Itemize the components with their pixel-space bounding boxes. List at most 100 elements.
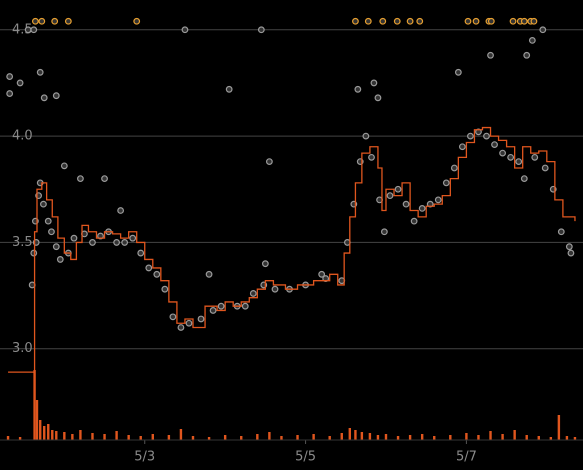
point [362, 132, 370, 140]
volume-bar [513, 430, 516, 440]
point [217, 302, 225, 310]
volume-bar [33, 370, 36, 440]
point [197, 315, 205, 323]
point [528, 37, 536, 44]
point [393, 17, 401, 25]
volume-bar [47, 424, 50, 440]
volume-bar [565, 436, 569, 440]
point [36, 68, 44, 76]
volume-bar [449, 435, 452, 440]
point [113, 239, 120, 246]
volume-bar [6, 436, 10, 440]
volume-bar [501, 434, 504, 440]
point [16, 79, 24, 87]
volume-bar [376, 435, 380, 440]
point [418, 204, 426, 212]
point [374, 94, 382, 102]
point [322, 275, 330, 282]
point [185, 319, 193, 327]
volume-bar [396, 436, 400, 440]
x-tick-label: 5/3 [134, 450, 155, 465]
volume-bar [477, 435, 480, 440]
point [386, 192, 394, 200]
point [557, 228, 565, 236]
volume-bar [51, 430, 54, 440]
volume-bar [115, 431, 118, 440]
point [48, 228, 55, 236]
y-tick-label: 4.5 [12, 22, 33, 37]
volume-bar [191, 436, 195, 440]
point [450, 164, 458, 172]
volume-bar [549, 437, 553, 440]
point [271, 285, 279, 293]
point [52, 92, 60, 100]
point [60, 162, 68, 170]
volume-bar [103, 434, 106, 440]
point [406, 17, 414, 25]
point [169, 313, 177, 321]
point [30, 26, 38, 34]
volume-bar [79, 430, 82, 440]
point [97, 232, 104, 240]
volume-bar [91, 433, 94, 440]
volume-bar [573, 437, 577, 440]
point [467, 132, 474, 140]
point [434, 196, 442, 204]
point [51, 17, 59, 25]
volume-bar [71, 434, 74, 440]
point [24, 26, 32, 34]
point [530, 17, 538, 25]
point [241, 302, 249, 310]
point [565, 243, 573, 251]
volume-bar [360, 432, 364, 440]
volume-bar [256, 434, 259, 440]
volume-bar [312, 434, 315, 440]
point [499, 149, 506, 157]
point [442, 179, 450, 187]
volume-bar [340, 433, 343, 440]
point [137, 249, 145, 257]
point [487, 17, 495, 25]
point [89, 239, 96, 246]
volume-bar [167, 435, 171, 440]
volume-bar [557, 415, 561, 440]
point [483, 132, 490, 140]
volume-bar [179, 429, 183, 440]
volume-bar [384, 434, 388, 440]
volume-bar [537, 436, 540, 440]
volume-bar [223, 435, 227, 440]
volume-bar [139, 436, 142, 440]
point [44, 217, 52, 225]
point [225, 85, 233, 93]
point [475, 128, 482, 136]
point [40, 200, 47, 208]
volume-bar [240, 436, 243, 440]
point [379, 17, 387, 25]
point [133, 17, 141, 25]
volume-bar [489, 431, 492, 440]
volume-bar [354, 430, 357, 440]
point [541, 164, 549, 172]
volume-bar [268, 432, 271, 440]
volume-bar [368, 433, 372, 440]
point [416, 17, 424, 25]
volume-bar [127, 435, 130, 440]
point [129, 234, 137, 242]
point [352, 17, 359, 25]
point [394, 185, 402, 193]
point [52, 243, 60, 251]
point [354, 85, 362, 93]
point [520, 17, 528, 25]
volume-bar [465, 433, 468, 440]
point [77, 175, 84, 183]
point [161, 285, 169, 293]
point [520, 175, 528, 183]
point [454, 68, 462, 76]
point [38, 17, 46, 25]
point [368, 153, 375, 161]
volume-bar [43, 426, 46, 440]
point [205, 270, 213, 278]
volume-bar [35, 400, 39, 440]
point [121, 239, 129, 246]
